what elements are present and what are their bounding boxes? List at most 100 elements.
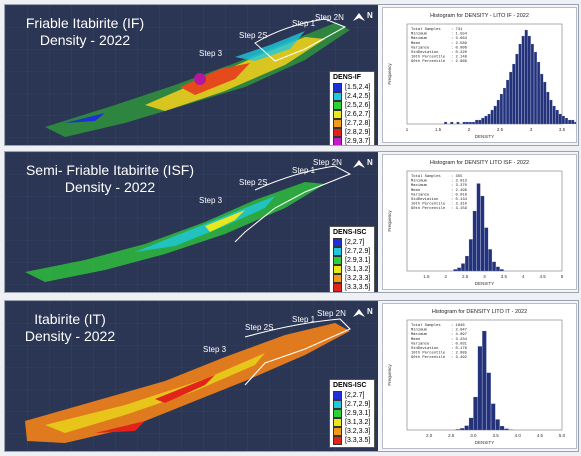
histogram-bar	[555, 109, 559, 125]
legend-label: [2.7,2.9]	[345, 248, 371, 255]
x-tick-label: 5.0	[559, 433, 566, 438]
legend-label: [2,2.7]	[345, 239, 365, 246]
stats-value: : 3.370	[451, 184, 468, 188]
legend-label: [3.3,3.5]	[345, 437, 371, 444]
histogram-bar	[444, 121, 448, 125]
map-view[interactable]: Itabirite (IT) Density - 2022 Step 1 Step…	[5, 301, 378, 451]
north-label: N	[367, 11, 373, 20]
histogram-bar	[477, 346, 483, 431]
panel-if: Friable Itabirite (IF) Density - 2022 Ste…	[4, 4, 579, 146]
stats-value: : 4.097	[451, 333, 467, 337]
histogram-bar	[478, 119, 482, 125]
histogram-bar	[468, 417, 474, 431]
legend-swatch	[333, 137, 342, 145]
histogram-bar	[518, 43, 522, 125]
histogram-bar	[457, 267, 462, 272]
histogram-bar	[509, 71, 513, 125]
legend-label: [2.9,3.1]	[345, 410, 371, 417]
x-tick-label: 2	[444, 274, 447, 279]
step-2s-label: Step 2S	[239, 178, 268, 187]
histogram-bar	[462, 121, 466, 125]
map-view[interactable]: Semi- Friable Itabirite (ISF) Density - 2…	[5, 152, 378, 292]
legend-title: DENS-IF	[333, 74, 361, 81]
stats-value: : 1846	[451, 324, 465, 328]
legend-label: [2.7,2.8]	[345, 120, 371, 127]
histogram-bar	[561, 115, 565, 125]
panel-it: Itabirite (IT) Density - 2022 Step 1 Step…	[4, 300, 579, 452]
x-tick-label: 4.5	[537, 433, 544, 438]
histogram-bar	[455, 429, 460, 431]
stats-label: 10th Percentile	[411, 351, 446, 356]
stats-label: Maximum	[411, 183, 428, 188]
histogram-bar	[571, 119, 575, 125]
legend-swatch	[333, 283, 342, 292]
legend-item: [2.7,2.8]	[333, 119, 371, 128]
panel-title: Itabirite (IT) Density - 2022	[24, 311, 116, 344]
density-block-model	[5, 152, 378, 292]
stats-label: 90th Percentile	[411, 206, 446, 211]
x-tick-label: 1	[406, 127, 409, 132]
legend-item: [2.9,3.1]	[333, 409, 371, 418]
stats-value: : 3.492	[451, 356, 468, 360]
histogram-bar	[558, 113, 562, 125]
histogram-bar	[496, 99, 500, 125]
stats-label: Mean	[411, 338, 420, 342]
legend-label: [2.9,3.7]	[345, 138, 371, 145]
legend-item: [3.3,3.5]	[333, 436, 371, 445]
stats-label: 10th Percentile	[411, 202, 446, 207]
legend-item: [3.3,3.5]	[333, 283, 371, 292]
density-block-model	[5, 5, 378, 145]
legend-label: [3.3,3.5]	[345, 284, 371, 291]
legend: DENS-ISC [2,2.7] [2.7,2.9] [2.9,3.1] [3.1,3…	[329, 379, 375, 448]
stats-label: Minimum	[411, 328, 428, 333]
legend-item: [2.9,3.7]	[333, 137, 371, 145]
stats-label: 10th Percentile	[411, 55, 446, 60]
x-tick-label: 2.5	[448, 433, 455, 438]
histogram-bar	[486, 372, 491, 431]
x-tick-label: 1.5	[423, 274, 430, 279]
density-block-model	[5, 301, 378, 451]
legend-item: [1.5,2.4]	[333, 83, 371, 92]
legend-swatch	[333, 409, 342, 418]
histogram-isf: Histogram for DENSITY LITO ISF - 2022 1.5…	[382, 154, 577, 290]
legend-swatch	[333, 119, 342, 128]
stats-value: : 0.031	[451, 342, 468, 346]
stats-label: Minimum	[411, 32, 428, 37]
stats-value: : 2.047	[451, 329, 467, 333]
legend: DENS-ISC [2,2.7] [2.7,2.9] [2.9,3.1] [3.1,3…	[329, 226, 375, 292]
histogram-bar	[464, 425, 469, 431]
panel-title: Semi- Friable Itabirite (ISF) Density - 2…	[25, 162, 195, 195]
map-view[interactable]: Friable Itabirite (IF) Density - 2022 Ste…	[5, 5, 378, 145]
x-tick-label: 3.5	[559, 127, 566, 132]
stats-value: : 0.096	[451, 46, 468, 50]
north-label: N	[367, 307, 373, 316]
stats-value: : 3.664	[451, 37, 468, 41]
stats-value: : 2.985	[451, 352, 468, 356]
histogram-bar	[465, 255, 469, 272]
histogram-bar	[499, 93, 503, 125]
legend-label: [2.8,2.9]	[345, 129, 371, 136]
x-tick-label: 4.0	[515, 433, 522, 438]
stats-label: Total Samples	[411, 174, 441, 179]
x-tick-label: 3	[530, 127, 533, 132]
histogram-bar	[461, 263, 465, 272]
stats-value: : 2.013	[451, 180, 468, 184]
histogram-bar	[481, 117, 485, 125]
stats-value: : 3.234	[451, 338, 468, 342]
legend-item: [2.6,2.7]	[333, 110, 371, 119]
legend-item: [3.2,3.3]	[333, 427, 371, 436]
legend-swatch	[333, 256, 342, 265]
legend-swatch	[333, 83, 342, 92]
step-3-label: Step 3	[199, 196, 223, 205]
x-tick-label: 3	[483, 274, 486, 279]
histogram-bar	[492, 261, 496, 272]
x-tick-label: 3.0	[470, 433, 477, 438]
legend-label: [3.2,3.3]	[345, 428, 371, 435]
x-tick-label: 4.5	[539, 274, 546, 279]
stats-label: Minimum	[411, 179, 428, 184]
histogram-bar	[468, 239, 473, 272]
histogram-bar	[499, 269, 504, 272]
stats-label: StdDeviation	[411, 50, 438, 55]
x-axis-label: DENSITY	[475, 134, 495, 139]
legend-swatch	[333, 110, 342, 119]
